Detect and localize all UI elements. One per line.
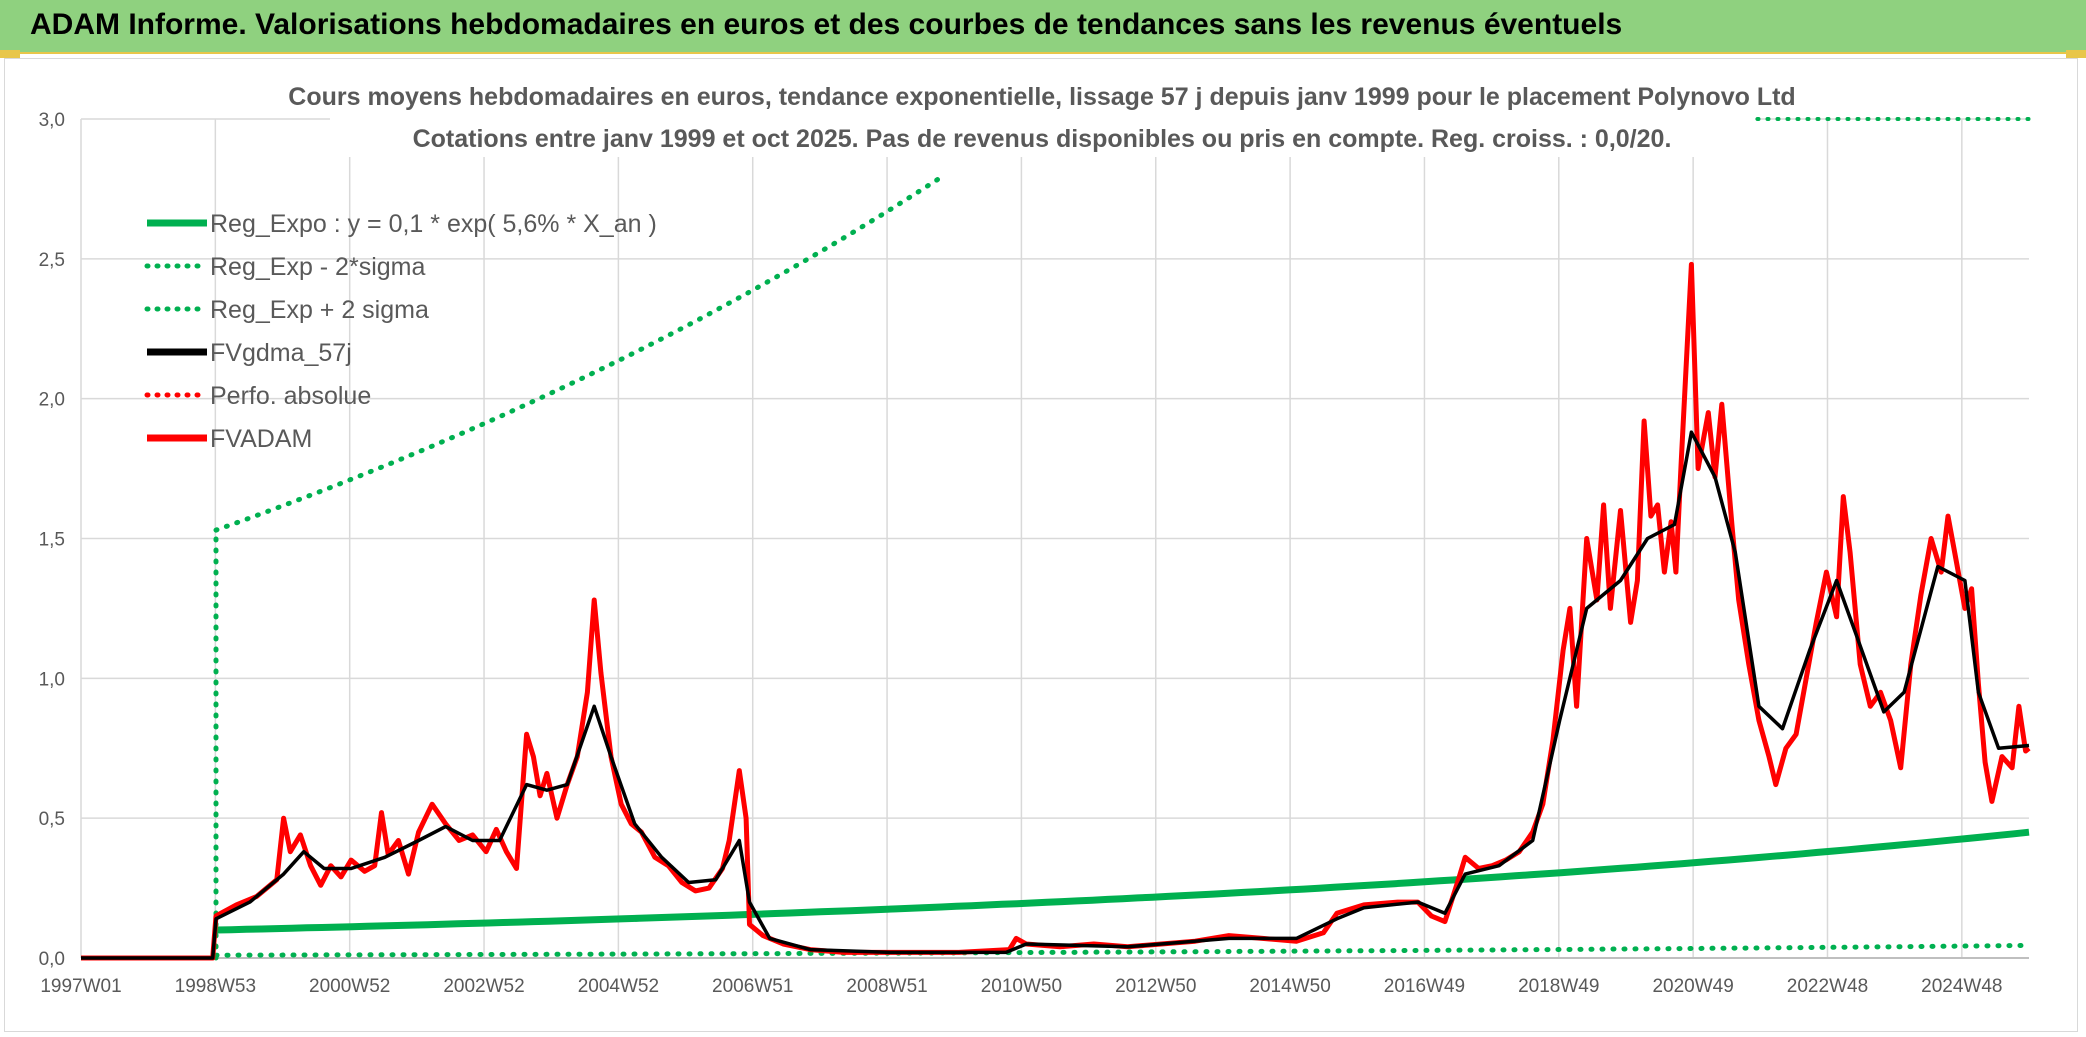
x-tick-label: 1997W01 <box>40 976 121 997</box>
y-tick-label: 1,0 <box>39 669 65 690</box>
header-corner-left <box>0 50 20 58</box>
legend-label: FVgdma_57j <box>210 339 352 367</box>
chart-title-line2: Cotations entre janv 1999 et oct 2025. P… <box>413 125 1672 153</box>
series-layer <box>81 117 2032 961</box>
x-tick-label: 2018W49 <box>1518 976 1599 997</box>
x-tick-label: 2020W49 <box>1652 976 1733 997</box>
legend-label: Reg_Exp - 2*sigma <box>210 253 425 281</box>
legend-label: Perfo. absolue <box>210 382 371 410</box>
chart-frame: Cours moyens hebdomadaires en euros, ten… <box>4 58 2078 1032</box>
y-tick-label: 1,5 <box>39 530 65 551</box>
legend-label: FVADAM <box>210 425 312 453</box>
x-tick-label: 2012W50 <box>1115 976 1196 997</box>
x-tick-label: 2000W52 <box>309 976 390 997</box>
x-tick-label: 2022W48 <box>1787 976 1868 997</box>
y-tick-label: 2,0 <box>39 390 65 411</box>
fvgdma-57j-line <box>81 430 2030 960</box>
y-tick-label: 0,5 <box>39 809 65 830</box>
title-background <box>330 63 1755 157</box>
x-tick-label: 2004W52 <box>578 976 659 997</box>
reg-expo-line <box>215 828 2030 934</box>
chart-grid <box>80 118 2029 959</box>
line-chart: Cours moyens hebdomadaires en euros, ten… <box>39 63 2032 997</box>
legend-label: Reg_Exp + 2 sigma <box>210 296 429 324</box>
x-tick-label: 2002W52 <box>443 976 524 997</box>
x-axis-ticks: 1997W01 1998W53 2000W52 2002W52 2004W52 2006W… <box>40 976 2002 997</box>
y-tick-label: 2,5 <box>39 250 65 271</box>
y-tick-label: 0,0 <box>39 949 65 970</box>
x-tick-label: 2024W48 <box>1921 976 2002 997</box>
x-tick-label: 1998W53 <box>175 976 256 997</box>
chart-title-line1: Cours moyens hebdomadaires en euros, ten… <box>288 83 1795 111</box>
x-tick-label: 2008W51 <box>846 976 927 997</box>
x-tick-label: 2016W49 <box>1384 976 1465 997</box>
legend-label: Reg_Expo : y = 0,1 * exp( 5,6% * X_an ) <box>210 210 657 238</box>
y-axis-ticks: 0,0 0,5 1,0 1,5 2,0 2,5 3,0 <box>39 110 65 970</box>
report-header-banner: ADAM Informe. Valorisations hebdomadaire… <box>0 0 2086 54</box>
header-corner-right <box>2066 50 2086 58</box>
x-tick-label: 2006W51 <box>712 976 793 997</box>
fvadam-line <box>81 261 2031 961</box>
chart-legend: Reg_Expo : y = 0,1 * exp( 5,6% * X_an ) R… <box>144 210 657 453</box>
x-tick-label: 2010W50 <box>981 976 1062 997</box>
y-tick-label: 3,0 <box>39 110 65 131</box>
x-tick-label: 2014W50 <box>1249 976 1330 997</box>
report-title: ADAM Informe. Valorisations hebdomadaire… <box>30 8 1623 41</box>
